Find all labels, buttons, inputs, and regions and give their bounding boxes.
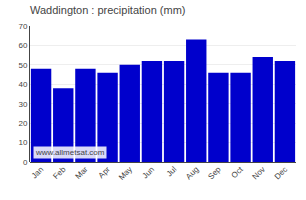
svg-text:Waddington : precipitation (mm: Waddington : precipitation (mm) <box>30 4 186 16</box>
svg-text:50: 50 <box>18 61 27 70</box>
svg-text:20: 20 <box>18 119 27 128</box>
svg-text:70: 70 <box>18 22 27 31</box>
svg-text:30: 30 <box>18 100 27 109</box>
svg-text:40: 40 <box>18 80 27 89</box>
svg-text:www.allmetsat.com: www.allmetsat.com <box>35 148 105 157</box>
svg-text:Dec: Dec <box>273 165 289 181</box>
svg-text:Nov: Nov <box>251 165 267 181</box>
svg-text:Jan: Jan <box>30 165 45 180</box>
svg-text:Jul: Jul <box>165 165 179 179</box>
svg-text:Feb: Feb <box>51 164 68 181</box>
svg-text:Jun: Jun <box>141 165 156 180</box>
svg-text:Mar: Mar <box>74 165 90 181</box>
svg-text:May: May <box>117 165 134 182</box>
svg-text:Oct: Oct <box>230 164 246 180</box>
svg-text:10: 10 <box>18 138 27 147</box>
svg-text:60: 60 <box>18 41 27 50</box>
svg-text:Aug: Aug <box>184 165 200 181</box>
svg-text:Sep: Sep <box>206 164 223 181</box>
svg-text:0: 0 <box>23 158 28 167</box>
svg-text:Apr: Apr <box>97 165 112 180</box>
